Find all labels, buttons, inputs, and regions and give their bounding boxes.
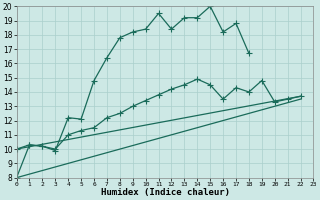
X-axis label: Humidex (Indice chaleur): Humidex (Indice chaleur) — [100, 188, 229, 197]
